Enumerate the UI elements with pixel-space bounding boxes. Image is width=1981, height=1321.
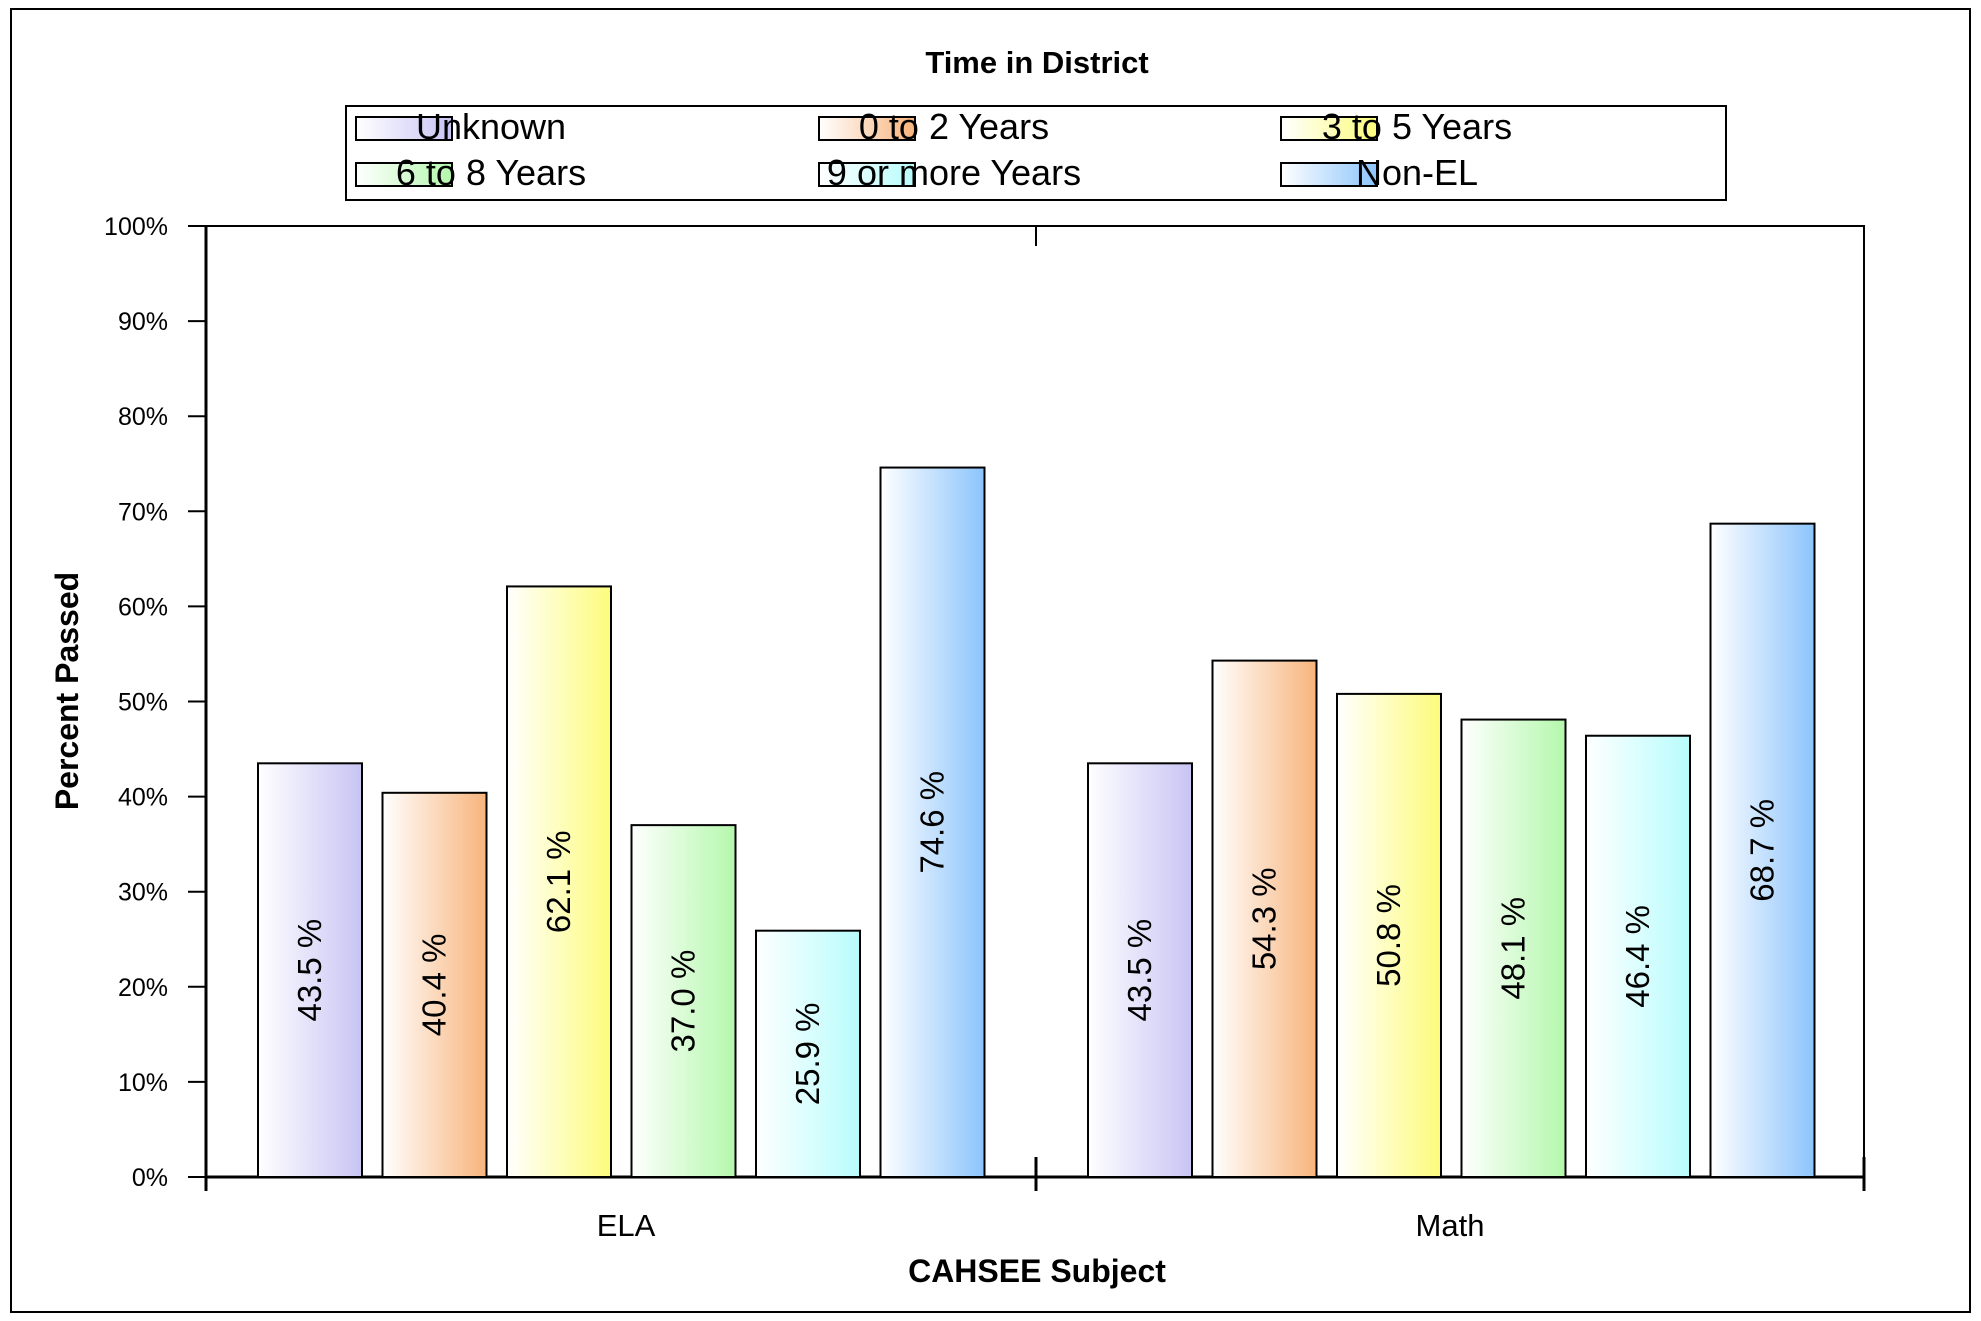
y-tick-label: 30% <box>118 879 168 907</box>
bar-value-label: 43.5 % <box>1121 919 1158 1022</box>
bars <box>257 466 1816 1179</box>
chart-title: Time in District <box>925 45 1148 80</box>
y-tick-label: 40% <box>118 784 168 812</box>
bar <box>879 466 986 1178</box>
x-axis-label: CAHSEE Subject <box>908 1253 1166 1289</box>
bar <box>1460 718 1567 1178</box>
y-tick-label: 10% <box>118 1069 168 1097</box>
bar-value-label: 40.4 % <box>416 934 453 1037</box>
legend-swatch-non-el <box>1280 162 1378 187</box>
legend-label-non-el: Non-EL <box>1356 152 1478 193</box>
legend-swatch-6-to-8-years <box>355 162 453 187</box>
bar-value-label: 43.5 % <box>291 919 328 1022</box>
bar <box>381 791 488 1179</box>
x-tick-label: ELA <box>597 1208 656 1243</box>
bar-value-label: 62.1 % <box>540 830 577 933</box>
bar-value-label: 54.3 % <box>1246 867 1283 970</box>
bar <box>630 824 737 1178</box>
x-tick-label: Math <box>1416 1208 1485 1243</box>
legend-swatch-0-to-2-years <box>818 116 916 141</box>
y-tick-label: 100% <box>104 213 168 241</box>
legend-label-3-to-5-years: 3 to 5 Years <box>1322 106 1512 147</box>
bar <box>1211 659 1318 1178</box>
bar-value-label: 68.7 % <box>1744 799 1781 902</box>
y-tick-label: 90% <box>118 308 168 336</box>
bar <box>1709 522 1816 1178</box>
y-axis-label: Percent Passed <box>49 572 85 810</box>
legend-box <box>345 105 1727 201</box>
bar-labels: 43.5 % 40.4 % 62.1 % 37.0 % 25.9 % 74.6 % 43.5… <box>291 771 1781 1105</box>
bar-value-label: 48.1 % <box>1495 897 1532 1000</box>
legend-swatch-3-to-5-years <box>1280 116 1378 141</box>
axes: 0% 10% 20% 30% 40% 50% 60% 70% 80% 90% 100% ELA Math <box>104 213 1866 1243</box>
y-tick-label: 50% <box>118 689 168 717</box>
y-tick-label: 80% <box>118 403 168 431</box>
legend-label-6-to-8-years: 6 to 8 Years <box>396 152 586 193</box>
bar <box>1087 762 1193 1178</box>
bar <box>257 762 363 1178</box>
bar <box>1585 734 1691 1179</box>
bar <box>1336 692 1442 1179</box>
legend: Unknown 0 to 2 Years 3 to 5 Years 6 to 8 Ye… <box>345 105 1727 201</box>
y-tick-label: 60% <box>118 593 168 621</box>
bar-value-label: 46.4 % <box>1619 905 1656 1008</box>
y-tick-label: 20% <box>118 974 168 1002</box>
bar <box>506 585 612 1178</box>
y-tick-label: 70% <box>118 498 168 526</box>
bar-value-label: 50.8 % <box>1370 884 1407 987</box>
chart-frame <box>10 8 1971 1313</box>
bar-value-label: 37.0 % <box>665 950 702 1053</box>
bar-value-label: 25.9 % <box>789 1002 826 1105</box>
bar-value-label: 74.6 % <box>914 771 951 874</box>
y-tick-label: 0% <box>132 1164 168 1192</box>
legend-label-0-to-2-years: 0 to 2 Years <box>859 106 1049 147</box>
legend-label-unknown: Unknown <box>416 106 566 147</box>
bar <box>755 929 861 1178</box>
legend-label-9-or-more-years: 9 or more Years <box>827 152 1081 193</box>
legend-swatch-9-or-more-years <box>818 162 916 187</box>
legend-swatch-unknown <box>355 116 453 141</box>
